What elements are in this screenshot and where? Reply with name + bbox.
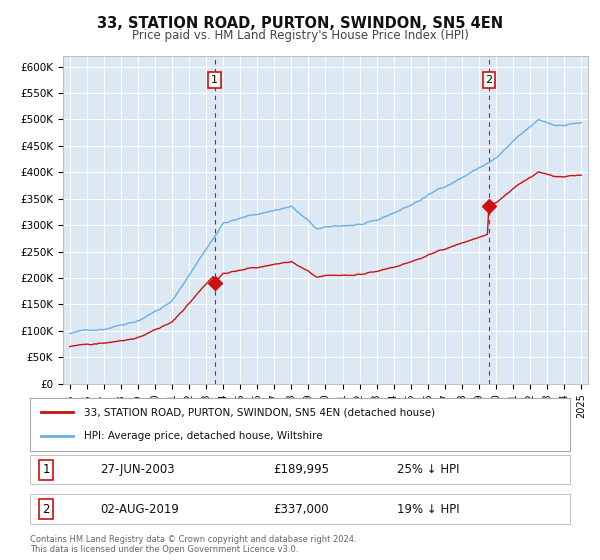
Text: 25% ↓ HPI: 25% ↓ HPI [397, 463, 460, 477]
Text: £189,995: £189,995 [273, 463, 329, 477]
Text: 1: 1 [211, 75, 218, 85]
Text: 2: 2 [43, 502, 50, 516]
Text: 1: 1 [43, 463, 50, 477]
Text: 27-JUN-2003: 27-JUN-2003 [100, 463, 175, 477]
Text: £337,000: £337,000 [273, 502, 329, 516]
Text: Price paid vs. HM Land Registry's House Price Index (HPI): Price paid vs. HM Land Registry's House … [131, 29, 469, 42]
Text: HPI: Average price, detached house, Wiltshire: HPI: Average price, detached house, Wilt… [84, 431, 323, 441]
Text: Contains HM Land Registry data © Crown copyright and database right 2024.
This d: Contains HM Land Registry data © Crown c… [30, 535, 356, 554]
Text: 02-AUG-2019: 02-AUG-2019 [100, 502, 179, 516]
Text: 33, STATION ROAD, PURTON, SWINDON, SN5 4EN (detached house): 33, STATION ROAD, PURTON, SWINDON, SN5 4… [84, 408, 435, 418]
Text: 19% ↓ HPI: 19% ↓ HPI [397, 502, 460, 516]
Text: 33, STATION ROAD, PURTON, SWINDON, SN5 4EN: 33, STATION ROAD, PURTON, SWINDON, SN5 4… [97, 16, 503, 31]
Text: 2: 2 [485, 75, 493, 85]
